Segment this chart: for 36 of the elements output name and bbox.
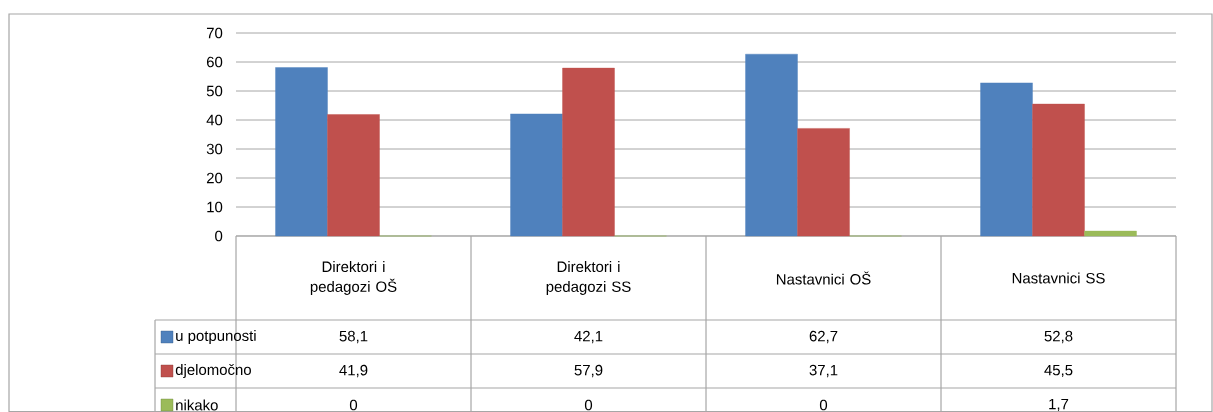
data-label: 58,1 xyxy=(339,330,368,344)
bar xyxy=(1032,103,1085,237)
x-tick-label: Direktori i pedagozi OŠ xyxy=(310,261,397,295)
bar xyxy=(327,114,380,237)
data-label: 42,1 xyxy=(574,330,603,344)
data-label: 1,7 xyxy=(1049,398,1069,412)
y-tick-label: 70 xyxy=(206,27,223,39)
x-tick-label: Direktori i pedagozi SS xyxy=(546,261,631,295)
bar xyxy=(745,53,798,237)
x-tick-label: Nastavnici SS xyxy=(1012,272,1105,284)
data-label: 45,5 xyxy=(1044,364,1073,378)
bar xyxy=(275,67,328,237)
data-label: 0 xyxy=(584,399,593,411)
data-label: 52,8 xyxy=(1044,330,1073,344)
data-label: 37,1 xyxy=(809,364,838,378)
data-label: 62,7 xyxy=(809,330,838,344)
data-label: 57,9 xyxy=(574,364,603,378)
y-tick-label: 60 xyxy=(206,56,223,68)
bar xyxy=(510,113,563,237)
data-label: 0 xyxy=(819,399,828,411)
legend-label: djelomočno xyxy=(175,364,251,378)
bar xyxy=(797,128,850,237)
y-tick-label: 10 xyxy=(207,201,223,213)
legend-label: nikako xyxy=(176,399,218,411)
y-tick-label: 30 xyxy=(206,143,223,155)
x-tick-label: Nastavnici OŠ xyxy=(776,271,871,285)
data-label: 0 xyxy=(349,399,358,411)
bar xyxy=(1084,230,1137,237)
bar xyxy=(562,67,615,237)
y-tick-label: 20 xyxy=(206,172,223,184)
legend-label: u potpunosti xyxy=(176,330,256,344)
data-label: 41,9 xyxy=(339,364,368,378)
y-tick-label: 40 xyxy=(206,114,223,126)
y-tick-label: 50 xyxy=(206,85,223,97)
y-tick-label: 0 xyxy=(215,230,223,242)
bar xyxy=(980,82,1033,237)
